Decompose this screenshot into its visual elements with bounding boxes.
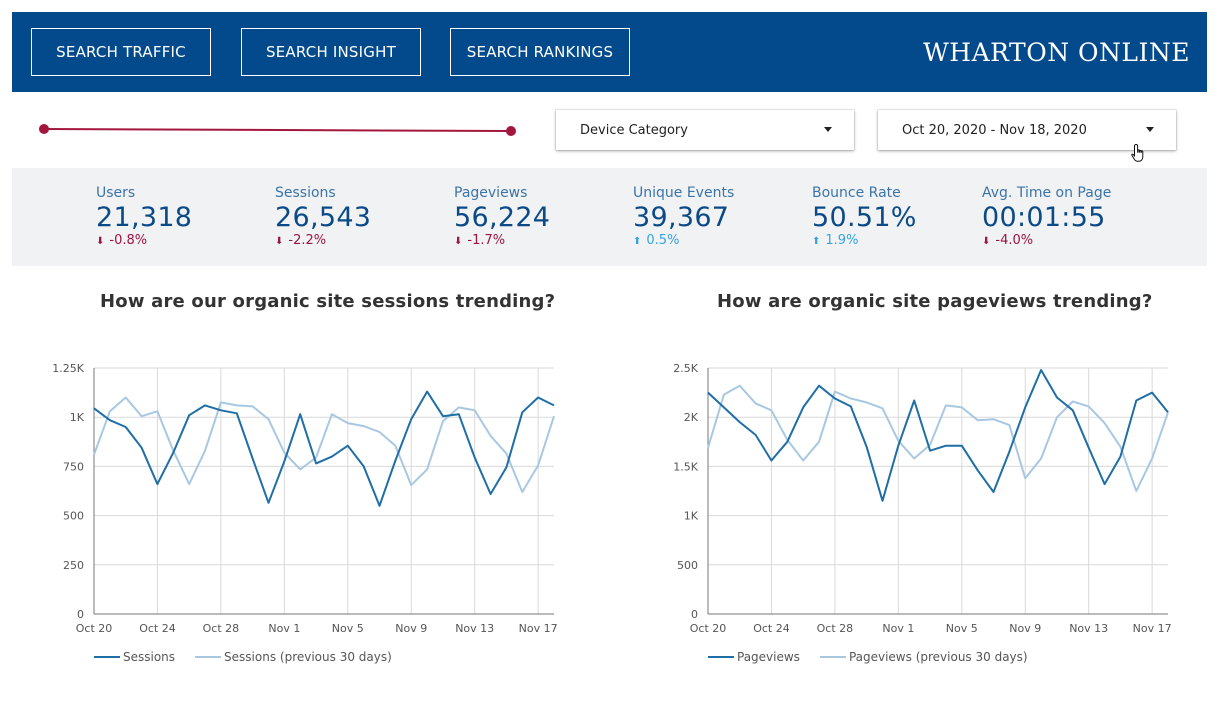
search-insight-button[interactable]: SEARCH INSIGHT <box>241 28 421 76</box>
y-tick-label: 750 <box>63 460 84 473</box>
kpi-delta: ⬆ 0.5% <box>633 233 734 248</box>
y-tick-label: 500 <box>677 559 698 572</box>
kpi-value: 00:01:55 <box>982 202 1106 233</box>
kpi-label: Users <box>96 185 136 201</box>
y-tick-label: 250 <box>63 559 84 572</box>
filter-bar: Device Category Oct 20, 2020 - Nov 18, 2… <box>12 92 1207 168</box>
x-tick-label: Oct 24 <box>753 622 790 635</box>
series-line-previous <box>707 384 1169 492</box>
kpi-label: Sessions <box>275 185 336 201</box>
kpi-delta-value: -4.0% <box>995 233 1034 248</box>
date-range-dropdown[interactable]: Oct 20, 2020 - Nov 18, 2020 <box>878 110 1176 150</box>
pageviews-chart-title: How are organic site pageviews trending? <box>717 291 1153 312</box>
kpi-value: 21,318 <box>96 202 193 233</box>
y-tick-label: 0 <box>77 608 84 621</box>
x-tick-label: Oct 28 <box>203 622 240 635</box>
kpi-avg-time-on-page: Avg. Time on Page 00:01:55 ⬇ -4.0% <box>982 185 1111 248</box>
arrow-up-icon: ⬆ <box>812 236 821 247</box>
kpi-delta: ⬇ -0.8% <box>96 233 192 248</box>
kpi-value: 26,543 <box>275 202 372 233</box>
arrow-down-icon: ⬇ <box>275 236 284 247</box>
slider-handle-end[interactable] <box>506 126 516 136</box>
series-line-current <box>93 390 555 507</box>
y-tick-label: 2.5K <box>673 362 698 375</box>
kpi-delta-value: -1.7% <box>467 233 506 248</box>
kpi-label: Bounce Rate <box>812 185 901 201</box>
brand-logo: WHARTON ONLINE <box>923 38 1190 67</box>
kpi-delta: ⬇ -1.7% <box>454 233 550 248</box>
y-tick-label: 1K <box>684 510 699 523</box>
device-category-value: Device Category <box>580 122 688 138</box>
kpi-pageviews: Pageviews 56,224 ⬇ -1.7% <box>454 185 550 248</box>
hand-cursor-icon <box>1131 143 1144 162</box>
kpi-delta-value: -0.8% <box>109 233 148 248</box>
y-tick-label: 1.25K <box>52 362 84 375</box>
x-tick-label: Nov 1 <box>882 622 914 635</box>
kpi-value: 50.51% <box>812 202 917 233</box>
x-tick-label: Nov 13 <box>455 622 494 635</box>
kpi-delta-value: -2.2% <box>288 233 327 248</box>
x-tick-label: Nov 5 <box>946 622 978 635</box>
x-tick-label: Oct 28 <box>817 622 854 635</box>
kpi-delta: ⬆ 1.9% <box>812 233 917 248</box>
arrow-down-icon: ⬇ <box>96 236 105 247</box>
range-slider[interactable] <box>12 92 542 168</box>
sessions-line-chart: 0 250 500 750 1K 1.25K Oct 20 Oct 24 Oct 28 Nov 1… <box>52 362 558 664</box>
legend-label: Pageviews <box>737 650 800 664</box>
x-tick-label: Oct 20 <box>690 622 727 635</box>
date-range-value: Oct 20, 2020 - Nov 18, 2020 <box>902 122 1087 138</box>
kpi-label: Unique Events <box>633 185 735 201</box>
kpi-value: 56,224 <box>454 202 551 233</box>
kpi-bounce-rate: Bounce Rate 50.51% ⬆ 1.9% <box>812 185 917 248</box>
device-category-dropdown[interactable]: Device Category <box>556 110 854 150</box>
arrow-down-icon: ⬇ <box>454 236 463 247</box>
arrow-down-icon: ⬇ <box>982 236 991 247</box>
y-tick-label: 500 <box>63 510 84 523</box>
pageviews-line-chart: 0 500 1K 1.5K 2K 2.5K Oct 20 Oct 24 Oct 28 Nov 1 N… <box>673 362 1172 664</box>
kpi-scorecards: Users 21,318 ⬇ -0.8% Sessions 26,543 ⬇ -2.2% Pag… <box>12 168 1207 266</box>
chevron-down-icon <box>1146 127 1154 132</box>
sessions-chart-title: How are our organic site sessions trendi… <box>100 291 556 312</box>
kpi-label: Avg. Time on Page <box>982 185 1112 201</box>
kpi-delta-value: 0.5% <box>646 233 680 248</box>
legend-label: Sessions (previous 30 days) <box>224 650 392 664</box>
x-tick-label: Nov 17 <box>519 622 558 635</box>
slider-handle-start[interactable] <box>39 124 49 134</box>
legend-label: Pageviews (previous 30 days) <box>849 650 1028 664</box>
x-tick-label: Nov 9 <box>1009 622 1041 635</box>
series-line-previous <box>93 396 555 493</box>
series-line-current <box>707 369 1169 502</box>
x-tick-label: Nov 5 <box>332 622 364 635</box>
x-tick-label: Nov 9 <box>395 622 427 635</box>
kpi-delta: ⬇ -4.0% <box>982 233 1111 248</box>
kpi-value: 39,367 <box>633 202 730 233</box>
chevron-down-icon <box>824 127 832 132</box>
x-tick-label: Oct 24 <box>139 622 176 635</box>
kpi-delta: ⬇ -2.2% <box>275 233 371 248</box>
legend-label: Sessions <box>123 650 175 664</box>
kpi-unique-events: Unique Events 39,367 ⬆ 0.5% <box>633 185 734 248</box>
slider-track[interactable] <box>43 128 512 132</box>
search-traffic-button[interactable]: SEARCH TRAFFIC <box>31 28 211 76</box>
y-tick-label: 0 <box>691 608 698 621</box>
app-header: SEARCH TRAFFIC SEARCH INSIGHT SEARCH RAN… <box>12 12 1207 92</box>
kpi-delta-value: 1.9% <box>825 233 859 248</box>
y-tick-label: 2K <box>684 411 699 424</box>
search-rankings-button[interactable]: SEARCH RANKINGS <box>450 28 630 76</box>
x-tick-label: Nov 17 <box>1133 622 1172 635</box>
kpi-label: Pageviews <box>454 185 528 201</box>
y-tick-label: 1.5K <box>673 460 698 473</box>
kpi-users: Users 21,318 ⬇ -0.8% <box>96 185 192 248</box>
kpi-sessions: Sessions 26,543 ⬇ -2.2% <box>275 185 371 248</box>
x-tick-label: Nov 13 <box>1069 622 1108 635</box>
x-tick-label: Oct 20 <box>76 622 113 635</box>
arrow-up-icon: ⬆ <box>633 236 642 247</box>
y-tick-label: 1K <box>70 411 85 424</box>
x-tick-label: Nov 1 <box>268 622 300 635</box>
